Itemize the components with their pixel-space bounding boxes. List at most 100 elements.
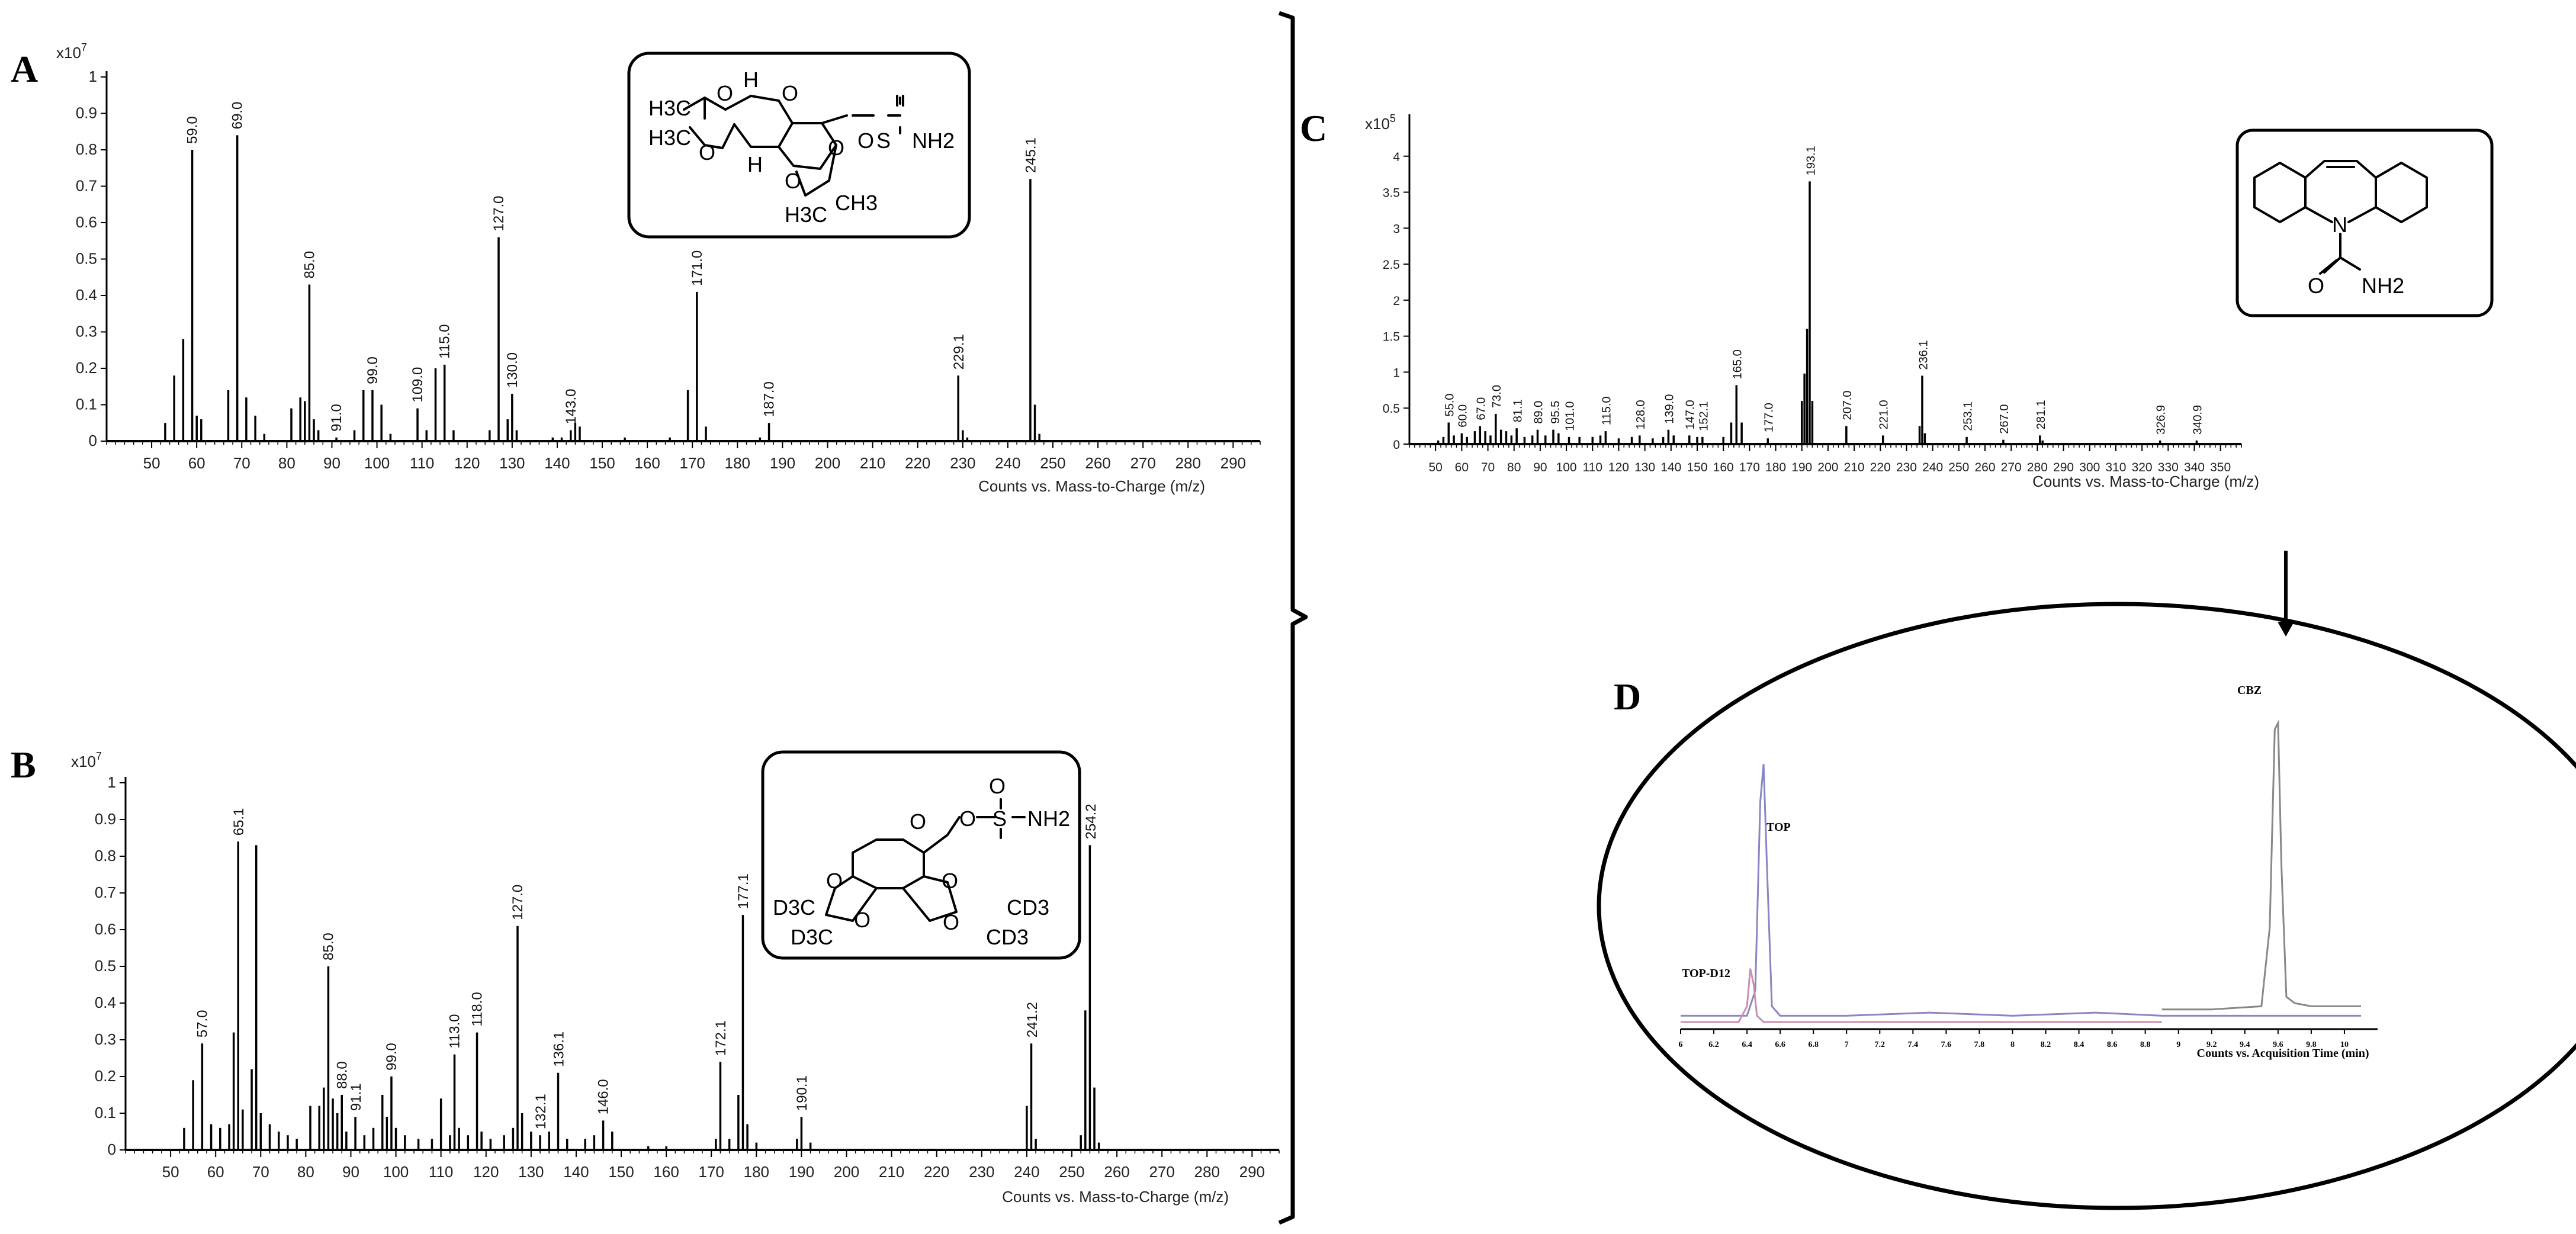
- atom-a-h3c3: H3C: [785, 203, 827, 227]
- x-tick-label-a: 80: [278, 454, 295, 472]
- peak-label-a: 187.0: [762, 381, 778, 417]
- y-tick-label-a: 0.7: [76, 177, 97, 195]
- spectrum-c: 50 60 70 80 90 100 110 120 130 140 150 160 170 180 190…: [1383, 114, 2242, 474]
- atom-c-n: N: [2332, 213, 2347, 237]
- atom-a-nh2: NH2: [912, 128, 955, 153]
- y-tick-label-b: 0.2: [95, 1067, 116, 1085]
- x-tick-label-a: 60: [188, 454, 205, 472]
- y-tick-label-b: 0.1: [95, 1104, 116, 1121]
- x-tick-label-d: 6: [1679, 1040, 1683, 1049]
- multiplier-b: x107: [71, 750, 102, 770]
- panel-letter-a: A: [11, 48, 38, 90]
- x-tick-label-b: 170: [699, 1163, 724, 1181]
- x-tick-label-c: 200: [1817, 461, 1838, 474]
- spectrum-a: 50 60 70 80 90 100 110 120 130 140 150 160 170 180 190…: [76, 68, 1261, 472]
- y-tick-label-a: 0.2: [76, 359, 97, 377]
- y-tick-label-c: 3.5: [1383, 187, 1400, 200]
- x-tick-label-c: 50: [1429, 461, 1443, 474]
- x-tick-label-a: 160: [634, 454, 660, 472]
- x-tick-label-d: 8.2: [2041, 1040, 2051, 1049]
- x-tick-label-d: 7.8: [1974, 1040, 1985, 1049]
- y-tick-label-c: 1.5: [1383, 330, 1400, 344]
- x-axis-title-b: Counts vs. Mass-to-Charge (m/z): [1002, 1188, 1229, 1206]
- x-tick-label-a: 50: [143, 454, 160, 472]
- peak-label-c: 152.1: [1697, 401, 1710, 431]
- x-tick-label-a: 190: [770, 454, 795, 472]
- x-tick-label-b: 50: [162, 1163, 179, 1181]
- x-tick-label-c: 340: [2184, 461, 2205, 474]
- peak-label-top: TOP: [1766, 821, 1791, 834]
- x-tick-label-c: 350: [2210, 461, 2231, 474]
- y-tick-label-b: 0.5: [95, 957, 116, 975]
- x-tick-label-d: 7.4: [1908, 1040, 1919, 1049]
- x-tick-label-c: 100: [1556, 461, 1577, 474]
- peak-label-b: 113.0: [447, 1014, 462, 1049]
- atom-b-o6: O: [959, 806, 976, 831]
- x-tick-label-c: 60: [1455, 461, 1469, 474]
- atom-a-o5: O: [785, 169, 801, 193]
- x-tick-label-a: 200: [815, 454, 840, 472]
- peak-label-b: 177.1: [735, 873, 751, 909]
- structure-a-box: [627, 52, 971, 239]
- x-tick-label-c: 70: [1481, 461, 1495, 474]
- x-tick-label-a: 140: [544, 454, 570, 472]
- peak-label-c: 253.1: [1962, 401, 1975, 431]
- peak-label-b: 91.1: [348, 1083, 364, 1111]
- peak-label-c: 81.1: [1512, 399, 1525, 422]
- peak-label-c: 147.0: [1684, 400, 1697, 429]
- x-tick-label-c: 320: [2132, 461, 2153, 474]
- peak-label-c: 165.0: [1731, 349, 1744, 379]
- x-tick-label-d: 9.2: [2206, 1040, 2217, 1049]
- peak-label-c: 73.0: [1491, 385, 1504, 408]
- peak-label-c: 326.9: [2155, 405, 2168, 435]
- y-tick-label-a: 1: [89, 68, 97, 85]
- atom-b-cd3-1: CD3: [1007, 895, 1049, 920]
- atom-a-o1: O: [717, 81, 733, 105]
- x-tick-label-c: 150: [1687, 461, 1707, 474]
- peak-label-c: 177.0: [1762, 403, 1775, 432]
- y-tick-label-c: 2.5: [1383, 258, 1400, 272]
- panel-letter-b: B: [11, 744, 36, 786]
- atom-b-o1: O: [910, 809, 926, 834]
- x-tick-label-c: 130: [1634, 461, 1655, 474]
- x-tick-label-b: 250: [1059, 1163, 1084, 1181]
- y-tick-label-a: 0: [89, 432, 97, 449]
- y-tick-label-c: 3: [1393, 222, 1400, 236]
- x-tick-label-d: 9.8: [2306, 1040, 2317, 1049]
- peak-label-b: 254.2: [1083, 804, 1099, 839]
- x-tick-label-b: 260: [1104, 1163, 1129, 1181]
- structure-a: H H O O O O O O S NH2 H3C H3C H3C CH3: [627, 52, 971, 239]
- x-tick-label-d: 9.6: [2273, 1040, 2283, 1049]
- x-tick-label-d: 8.8: [2140, 1040, 2151, 1049]
- x-tick-label-c: 280: [2027, 461, 2048, 474]
- x-tick-label-c: 190: [1791, 461, 1812, 474]
- x-tick-label-d: 9: [2176, 1040, 2180, 1049]
- x-tick-label-b: 100: [383, 1163, 409, 1181]
- x-tick-label-a: 270: [1130, 454, 1155, 472]
- x-tick-label-a: 70: [233, 454, 250, 472]
- x-tick-label-b: 60: [207, 1163, 224, 1181]
- x-tick-label-a: 90: [323, 454, 341, 472]
- trace-top: [1681, 764, 2361, 1017]
- x-tick-label-d: 7.6: [1941, 1040, 1952, 1049]
- atom-a-ch3: CH3: [835, 191, 878, 215]
- y-tick-label-a: 0.4: [76, 286, 97, 304]
- x-tick-label-c: 290: [2053, 461, 2074, 474]
- x-tick-label-d: 6.2: [1708, 1040, 1719, 1049]
- y-tick-label-a: 0.9: [76, 104, 97, 122]
- y-tick-label-a: 0.1: [76, 396, 97, 413]
- x-tick-label-b: 130: [518, 1163, 544, 1181]
- x-axis-title-c: Counts vs. Mass-to-Charge (m/z): [2032, 473, 2259, 490]
- y-tick-label-b: 0.8: [95, 847, 116, 865]
- x-tick-label-c: 220: [1870, 461, 1891, 474]
- x-tick-label-b: 270: [1149, 1163, 1174, 1181]
- peak-label-c: 267.0: [1998, 404, 2011, 434]
- peak-label-a: 130.0: [505, 352, 521, 388]
- atom-a-o2: O: [699, 140, 715, 165]
- atom-a-o3: O: [782, 81, 798, 105]
- peak-label-b: 190.1: [794, 1075, 810, 1111]
- peak-label-c: 60.0: [1456, 404, 1469, 428]
- atom-b-d3c1: D3C: [773, 895, 815, 920]
- peak-label-a: 229.1: [951, 334, 967, 369]
